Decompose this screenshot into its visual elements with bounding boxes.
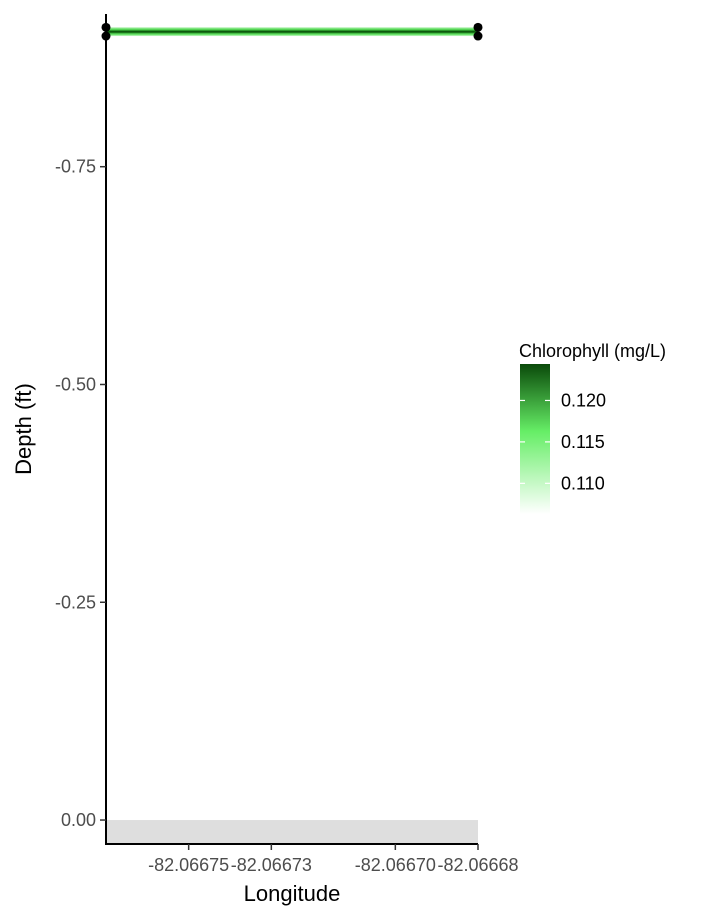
- x-axis-title: Longitude: [244, 881, 341, 906]
- plot-area: [101, 22, 483, 844]
- x-tick-label: -82.06670: [355, 855, 436, 875]
- legend-colorbar: [520, 364, 550, 514]
- sample-point: [473, 22, 483, 32]
- y-tick-label: -0.50: [55, 374, 96, 394]
- legend-label: 0.120: [561, 390, 606, 410]
- x-axis: -82.06675 -82.06673 -82.06670 -82.06668: [148, 844, 519, 875]
- x-tick-label: -82.06673: [231, 855, 312, 875]
- x-tick-label: -82.06675: [148, 855, 229, 875]
- legend-title: Chlorophyll (mg/L): [519, 341, 666, 361]
- sample-point: [473, 31, 483, 41]
- x-tick-label: -82.06668: [437, 855, 518, 875]
- surface-band: [106, 820, 478, 844]
- y-tick-label: -0.75: [55, 157, 96, 177]
- y-tick-label: 0.00: [61, 810, 96, 830]
- legend-label: 0.110: [561, 473, 605, 493]
- y-tick-label: -0.25: [55, 592, 96, 612]
- y-axis: 0.00 -0.25 -0.50 -0.75: [55, 157, 106, 830]
- legend: Chlorophyll (mg/L) 0.120 0.115 0.110: [519, 341, 666, 514]
- legend-label: 0.115: [561, 432, 605, 452]
- y-axis-title: Depth (ft): [11, 383, 36, 475]
